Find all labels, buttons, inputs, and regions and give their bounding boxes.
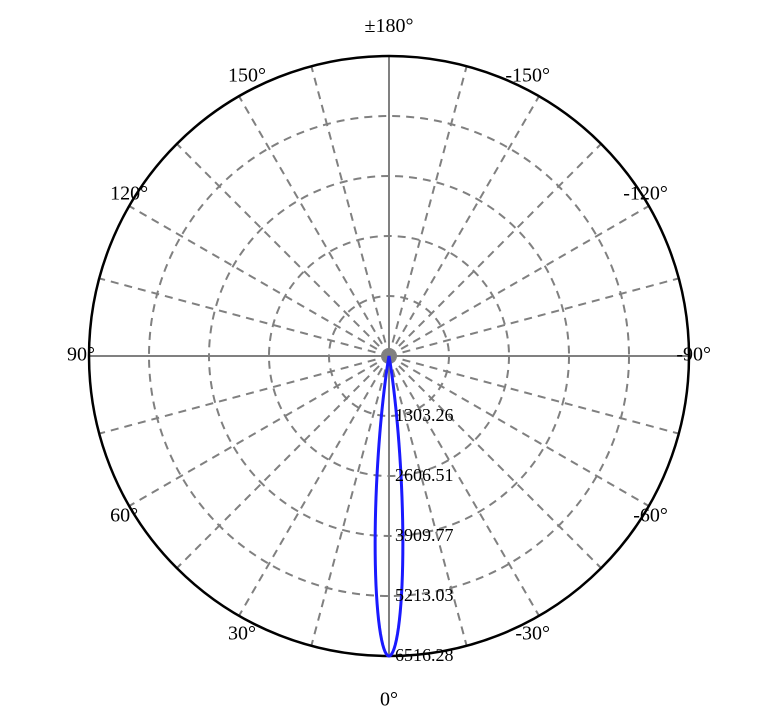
radial-label: 2606.51 [395, 465, 454, 485]
radial-label: 5213.03 [395, 585, 454, 605]
angle-label: 0° [380, 689, 398, 711]
radial-label: 3909.77 [395, 525, 454, 545]
angle-label: 120° [110, 183, 148, 205]
angle-label: -30° [515, 622, 550, 644]
angle-label: 30° [228, 622, 256, 644]
angle-label: 60° [110, 505, 138, 527]
angle-label: -120° [623, 183, 668, 205]
polar-chart: ±180° -150° -120° -90° -60° -30° 0° 30° 60° 90° 12… [0, 0, 779, 727]
angle-label: 150° [228, 65, 266, 87]
angle-label: -90° [676, 344, 711, 366]
radial-label: 6516.28 [395, 645, 454, 665]
angle-label: ±180° [365, 15, 414, 37]
angle-label: 90° [67, 344, 95, 366]
radial-label: 1303.26 [395, 405, 454, 425]
angle-label: -60° [633, 505, 668, 527]
angle-label: -150° [505, 65, 550, 87]
